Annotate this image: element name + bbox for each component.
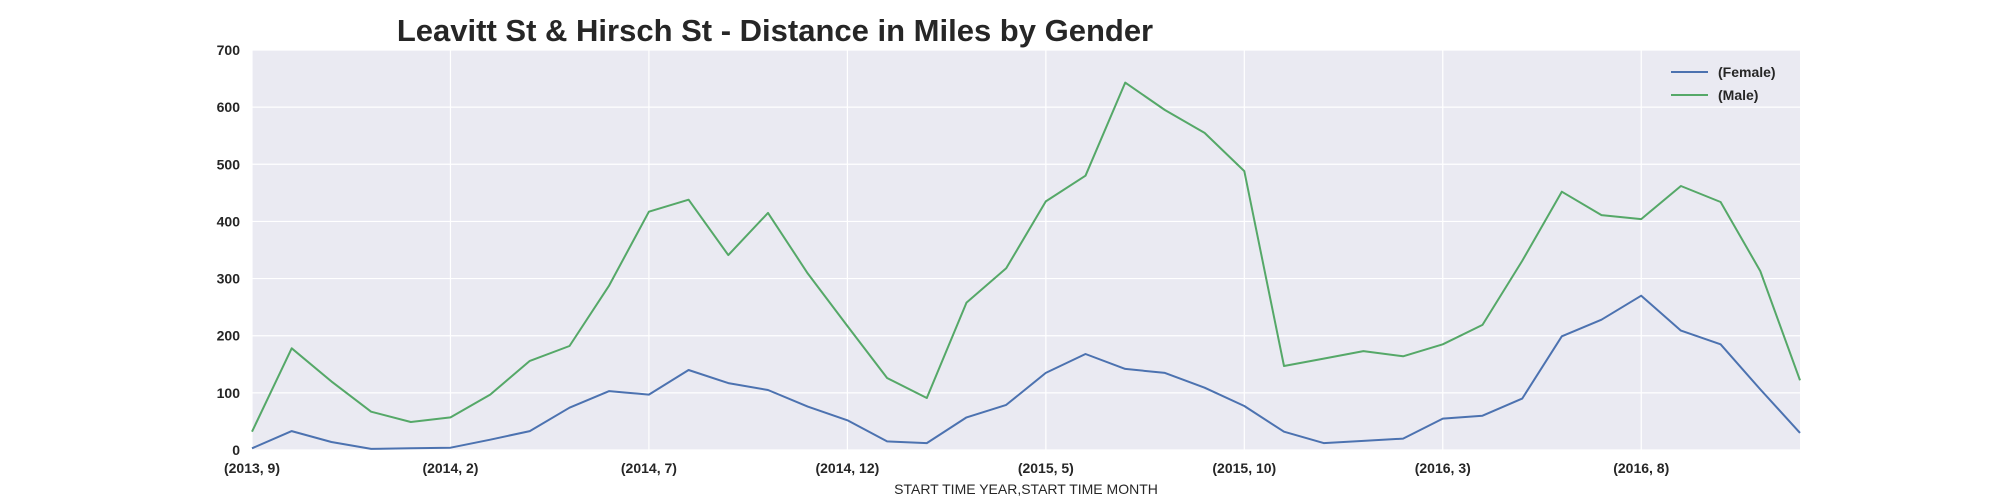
y-tick-label: 400 xyxy=(217,213,241,229)
x-axis-ticks: (2013, 9) (2014, 2) (2014, 7) (2014, 12) (20… xyxy=(224,460,1669,476)
x-tick-label: (2015, 5) xyxy=(1018,460,1074,476)
legend-label: (Female) xyxy=(1718,64,1776,80)
series-line xyxy=(251,81,1801,433)
series-line xyxy=(251,294,1801,450)
y-tick-label: 200 xyxy=(217,328,241,344)
gridlines xyxy=(251,49,1800,451)
y-tick-label: 0 xyxy=(232,442,240,458)
y-tick-label: 500 xyxy=(217,156,241,172)
plot-area xyxy=(252,50,1800,450)
series-lines xyxy=(251,81,1801,450)
chart-title: Leavitt St & Hirsch St - Distance in Mil… xyxy=(397,13,1153,48)
x-tick-label: (2014, 7) xyxy=(621,460,677,476)
x-tick-label: (2015, 10) xyxy=(1212,460,1276,476)
x-tick-label: (2016, 3) xyxy=(1415,460,1471,476)
legend-label: (Male) xyxy=(1718,87,1758,103)
y-tick-label: 100 xyxy=(217,385,241,401)
x-tick-label: (2013, 9) xyxy=(224,460,280,476)
x-tick-label: (2016, 8) xyxy=(1613,460,1669,476)
y-axis-ticks: 0 100 200 300 400 500 600 700 xyxy=(217,42,241,458)
y-tick-label: 300 xyxy=(217,271,241,287)
x-axis-label: START TIME YEAR,START TIME MONTH xyxy=(894,481,1158,497)
y-tick-label: 600 xyxy=(217,99,241,115)
y-tick-label: 700 xyxy=(217,42,241,58)
x-tick-label: (2014, 12) xyxy=(815,460,879,476)
x-tick-label: (2014, 2) xyxy=(422,460,478,476)
legend: (Female) (Male) xyxy=(1671,64,1776,103)
